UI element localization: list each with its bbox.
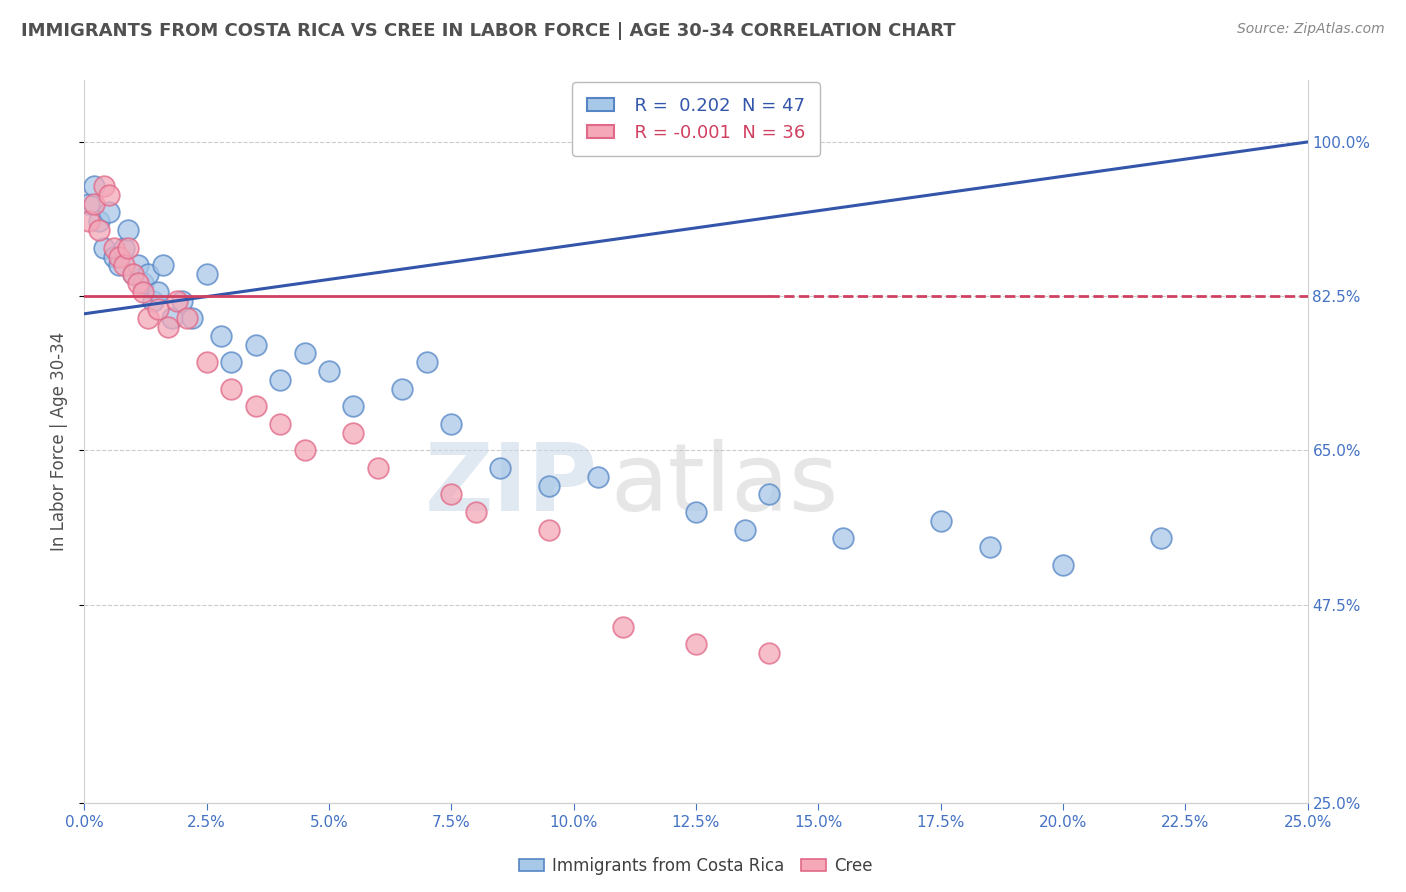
Point	[1052, 558, 1074, 572]
Point	[107, 250, 129, 264]
Point	[122, 267, 145, 281]
Point	[83, 196, 105, 211]
Point	[146, 285, 169, 299]
Point	[245, 337, 267, 351]
Point	[77, 196, 100, 211]
Point	[136, 311, 159, 326]
Point	[318, 364, 340, 378]
Point	[112, 241, 135, 255]
Point	[93, 179, 115, 194]
Legend: Immigrants from Costa Rica, Cree: Immigrants from Costa Rica, Cree	[512, 850, 880, 881]
Point	[831, 532, 853, 546]
Point	[162, 311, 184, 326]
Point	[127, 258, 149, 272]
Point	[132, 285, 155, 299]
Point	[176, 311, 198, 326]
Point	[758, 487, 780, 501]
Point	[294, 346, 316, 360]
Point	[127, 276, 149, 290]
Text: Source: ZipAtlas.com: Source: ZipAtlas.com	[1237, 22, 1385, 37]
Point	[195, 355, 218, 369]
Point	[342, 399, 364, 413]
Point	[367, 461, 389, 475]
Point	[391, 382, 413, 396]
Point	[117, 241, 139, 255]
Point	[489, 461, 512, 475]
Point	[103, 250, 125, 264]
Point	[245, 399, 267, 413]
Point	[122, 267, 145, 281]
Point	[146, 302, 169, 317]
Point	[156, 320, 179, 334]
Point	[107, 258, 129, 272]
Point	[1150, 532, 1173, 546]
Point	[166, 293, 188, 308]
Point	[538, 478, 561, 492]
Point	[219, 355, 242, 369]
Point	[87, 214, 110, 228]
Point	[112, 258, 135, 272]
Point	[342, 425, 364, 440]
Point	[929, 514, 952, 528]
Point	[440, 487, 463, 501]
Point	[979, 541, 1001, 555]
Point	[181, 311, 204, 326]
Point	[734, 523, 756, 537]
Text: ZIP: ZIP	[425, 439, 598, 531]
Point	[142, 293, 165, 308]
Point	[612, 619, 634, 633]
Point	[416, 355, 439, 369]
Point	[77, 214, 100, 228]
Point	[103, 241, 125, 255]
Text: atlas: atlas	[610, 439, 838, 531]
Point	[209, 328, 232, 343]
Point	[117, 223, 139, 237]
Point	[538, 523, 561, 537]
Point	[269, 373, 291, 387]
Point	[136, 267, 159, 281]
Text: IMMIGRANTS FROM COSTA RICA VS CREE IN LABOR FORCE | AGE 30-34 CORRELATION CHART: IMMIGRANTS FROM COSTA RICA VS CREE IN LA…	[21, 22, 956, 40]
Point	[97, 187, 120, 202]
Point	[586, 470, 609, 484]
Point	[93, 241, 115, 255]
Point	[195, 267, 218, 281]
Y-axis label: In Labor Force | Age 30-34: In Labor Force | Age 30-34	[51, 332, 69, 551]
Point	[87, 223, 110, 237]
Point	[172, 293, 194, 308]
Point	[294, 443, 316, 458]
Point	[685, 505, 707, 519]
Point	[269, 417, 291, 431]
Point	[464, 505, 486, 519]
Point	[219, 382, 242, 396]
Point	[685, 637, 707, 651]
Point	[440, 417, 463, 431]
Point	[132, 276, 155, 290]
Point	[758, 646, 780, 660]
Point	[152, 258, 174, 272]
Point	[97, 205, 120, 219]
Point	[83, 179, 105, 194]
